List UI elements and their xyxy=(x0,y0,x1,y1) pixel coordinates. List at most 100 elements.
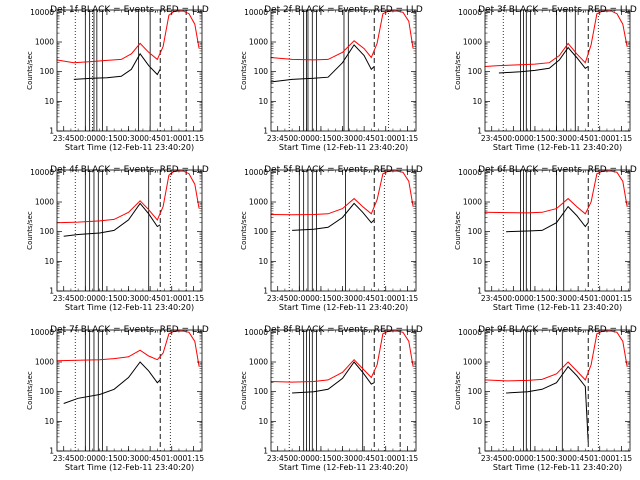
detector-panel: 1 10 100 1000 10000 23:45 00:00 00:15 00:30 00:45… xyxy=(240,5,423,152)
y-axis-label: Counts/sec xyxy=(454,51,462,90)
detector-panel: 1 10 100 1000 10000 23:45 00:00 00:15 00:30 00:45… xyxy=(240,165,423,312)
x-tick-label: 00:45 xyxy=(353,294,375,303)
lld-series-line xyxy=(270,330,414,383)
y-tick-label: 1000 xyxy=(463,358,482,367)
y-axis-label: Counts/sec xyxy=(26,51,34,90)
y-tick-label: 1000 xyxy=(463,198,482,207)
events-series-line xyxy=(63,202,161,237)
plot-frame xyxy=(56,9,203,132)
x-axis-label: Start Time (12-Feb-11 23:40:20) xyxy=(65,303,194,312)
x-tick-label: 23:45 xyxy=(53,454,75,463)
x-tick-label: 23:45 xyxy=(267,294,289,303)
plot-frame xyxy=(270,9,417,132)
panel-title: Det 1f BLACK = Events, RED = LLD xyxy=(50,5,209,15)
y-tick-label: 10 xyxy=(44,97,54,106)
x-tick-label: 00:30 xyxy=(546,454,568,463)
panel-title: Det 9f BLACK = Events, RED = LLD xyxy=(478,325,637,335)
lld-series-line xyxy=(56,330,200,367)
x-tick-label: 01:15 xyxy=(611,134,633,143)
y-tick-label: 1 xyxy=(49,127,54,136)
x-tick-label: 23:45 xyxy=(267,134,289,143)
y-tick-label: 10000 xyxy=(30,168,54,177)
y-tick-label: 1000 xyxy=(249,198,268,207)
y-axis-label: Counts/sec xyxy=(454,371,462,410)
y-tick-label: 10 xyxy=(472,417,482,426)
y-tick-label: 1 xyxy=(263,447,268,456)
x-tick-label: 01:15 xyxy=(397,454,419,463)
x-tick-label: 00:15 xyxy=(524,454,546,463)
y-tick-label: 10000 xyxy=(244,168,268,177)
x-tick-label: 00:30 xyxy=(546,134,568,143)
events-series-line xyxy=(270,44,375,83)
y-tick-label: 1000 xyxy=(463,38,482,47)
x-tick-label: 00:15 xyxy=(524,134,546,143)
events-series-line xyxy=(63,361,161,404)
x-tick-label: 00:15 xyxy=(96,134,118,143)
panel-title: Det 3f BLACK = Events, RED = LLD xyxy=(478,5,637,15)
plot-frame xyxy=(270,169,417,292)
y-axis-label: Counts/sec xyxy=(26,371,34,410)
y-tick-label: 10000 xyxy=(244,8,268,17)
lld-series-line xyxy=(484,10,628,67)
x-tick-label: 00:00 xyxy=(289,134,311,143)
y-axis-label: Counts/sec xyxy=(454,211,462,250)
plot-frame xyxy=(270,329,417,452)
y-tick-label: 1000 xyxy=(249,38,268,47)
y-axis-label: Counts/sec xyxy=(240,371,248,410)
y-axis-label: Counts/sec xyxy=(240,211,248,250)
x-tick-label: 00:45 xyxy=(567,134,589,143)
x-tick-label: 01:00 xyxy=(589,454,611,463)
x-tick-label: 01:00 xyxy=(375,454,397,463)
x-tick-label: 00:45 xyxy=(353,134,375,143)
y-tick-label: 1000 xyxy=(35,358,54,367)
lld-series-line xyxy=(270,170,414,216)
lld-series-line xyxy=(56,170,200,224)
x-tick-label: 01:15 xyxy=(183,454,205,463)
y-tick-label: 100 xyxy=(468,67,483,76)
y-tick-label: 1 xyxy=(263,287,268,296)
y-tick-label: 10000 xyxy=(244,328,268,337)
panel-title: Det 7f BLACK = Events, RED = LLD xyxy=(50,325,209,335)
y-tick-label: 1 xyxy=(477,287,482,296)
x-axis-label: Start Time (12-Feb-11 23:40:20) xyxy=(279,303,408,312)
events-series-line xyxy=(498,46,589,74)
lld-series-line xyxy=(56,10,200,64)
x-tick-label: 01:15 xyxy=(397,134,419,143)
x-tick-label: 00:15 xyxy=(310,454,332,463)
y-tick-label: 1 xyxy=(263,127,268,136)
y-tick-label: 10000 xyxy=(30,8,54,17)
x-axis-label: Start Time (12-Feb-11 23:40:20) xyxy=(493,143,622,152)
y-tick-label: 1 xyxy=(477,127,482,136)
plot-frame xyxy=(56,169,203,292)
panel-title: Det 5f BLACK = Events, RED = LLD xyxy=(264,165,423,175)
x-tick-label: 00:00 xyxy=(75,134,97,143)
x-tick-label: 00:45 xyxy=(567,454,589,463)
x-tick-label: 00:00 xyxy=(503,134,525,143)
x-tick-label: 01:00 xyxy=(589,294,611,303)
x-tick-label: 00:45 xyxy=(567,294,589,303)
events-series-line xyxy=(292,361,375,394)
detector-panel: 1 10 100 1000 10000 23:45 00:00 00:15 00:30 00:45… xyxy=(240,325,423,472)
x-tick-label: 00:30 xyxy=(118,454,140,463)
y-tick-label: 100 xyxy=(254,227,269,236)
detector-panel: 1 10 100 1000 10000 23:45 00:00 00:15 00:30 00:45… xyxy=(454,325,637,472)
x-axis-label: Start Time (12-Feb-11 23:40:20) xyxy=(493,463,622,472)
y-axis-label: Counts/sec xyxy=(240,51,248,90)
y-tick-label: 1000 xyxy=(35,38,54,47)
y-tick-label: 100 xyxy=(468,387,483,396)
x-tick-label: 00:15 xyxy=(310,134,332,143)
events-series-line xyxy=(506,205,589,233)
x-tick-label: 01:15 xyxy=(611,454,633,463)
y-tick-label: 10000 xyxy=(458,168,482,177)
x-tick-label: 23:45 xyxy=(481,294,503,303)
x-tick-label: 23:45 xyxy=(481,454,503,463)
y-tick-label: 1 xyxy=(49,447,54,456)
x-tick-label: 01:00 xyxy=(161,294,183,303)
y-tick-label: 10 xyxy=(258,417,268,426)
detector-panel: 1 10 100 1000 10000 23:45 00:00 00:15 00:30 00:45… xyxy=(26,165,209,312)
lld-series-line xyxy=(270,10,414,61)
x-axis-label: Start Time (12-Feb-11 23:40:20) xyxy=(279,463,408,472)
lld-series-line xyxy=(484,170,628,215)
y-tick-label: 1 xyxy=(477,447,482,456)
panel-title: Det 8f BLACK = Events, RED = LLD xyxy=(264,325,423,335)
